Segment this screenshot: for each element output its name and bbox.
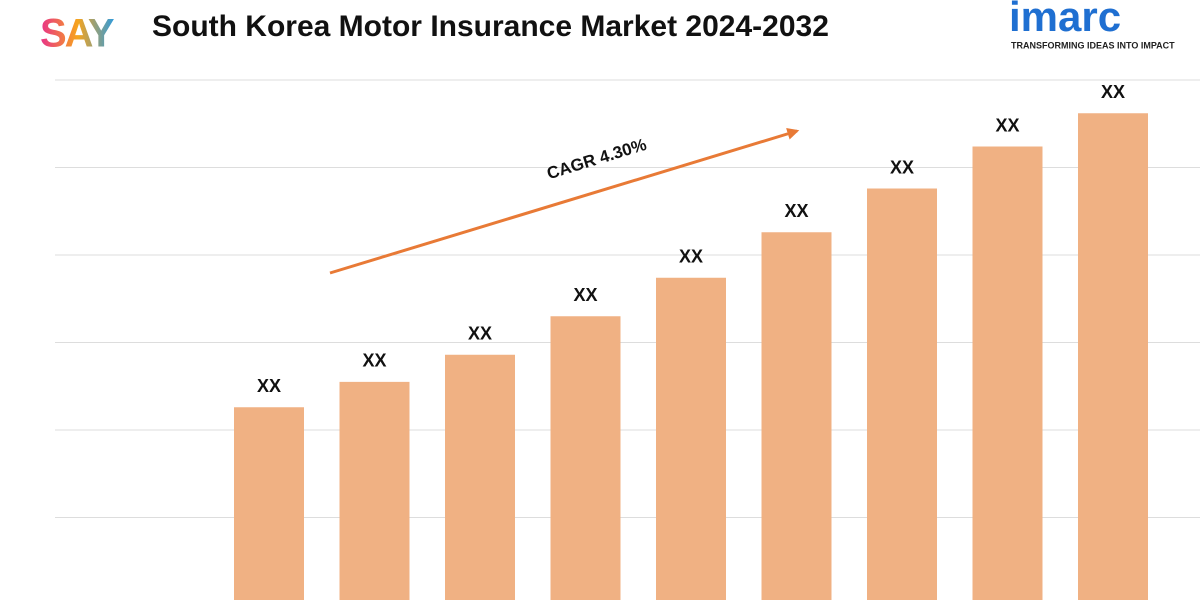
value-label: XX [995,115,1019,135]
cagr-annotation: CAGR 4.30% [545,135,649,183]
bar [550,316,621,600]
logo-left: SAY [40,12,115,56]
bar [761,232,832,600]
value-label: XX [573,285,597,305]
bar [445,354,515,600]
value-label: XX [257,376,281,396]
bar [1078,113,1148,600]
bar [867,188,937,600]
chart-title: South Korea Motor Insurance Market 2024-… [152,10,829,43]
plot-area: XX XX XX XX XX XX XX XX XX [55,79,1200,600]
bar [339,381,410,600]
tagline: TRANSFORMING IDEAS INTO IMPACT [1011,40,1175,50]
logo-right: imarc [1009,0,1121,40]
value-label: XX [890,157,914,177]
value-label: XX [468,324,492,344]
value-label: XX [362,351,386,371]
bar [972,146,1043,600]
value-label: XX [679,247,703,267]
value-label: XX [1101,82,1125,102]
value-label: XX [784,201,808,221]
trend-arrow [329,128,800,275]
bar [656,277,726,600]
bar [234,407,304,600]
